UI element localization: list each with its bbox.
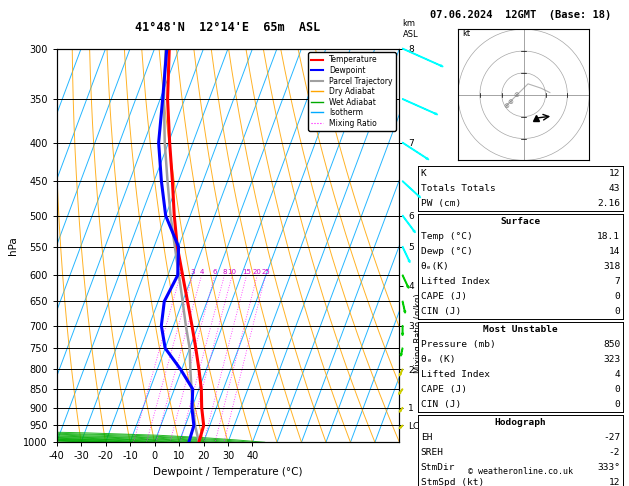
Text: 323: 323: [603, 355, 620, 364]
Text: 14: 14: [609, 247, 620, 256]
Text: SREH: SREH: [421, 448, 444, 457]
Text: 12: 12: [609, 478, 620, 486]
Text: Pressure (mb): Pressure (mb): [421, 340, 496, 349]
Text: 318: 318: [603, 262, 620, 271]
Text: 43: 43: [609, 184, 620, 193]
Text: CIN (J): CIN (J): [421, 400, 461, 409]
Text: kt: kt: [462, 29, 470, 38]
Text: Surface: Surface: [501, 217, 540, 226]
Text: Lifted Index: Lifted Index: [421, 277, 490, 286]
Text: Dewp (°C): Dewp (°C): [421, 247, 472, 256]
Text: Temp (°C): Temp (°C): [421, 232, 472, 241]
Text: 12: 12: [609, 169, 620, 178]
Text: 6: 6: [213, 269, 217, 275]
Text: -2: -2: [609, 448, 620, 457]
Text: Hodograph: Hodograph: [494, 417, 547, 427]
Text: 0: 0: [615, 307, 620, 316]
Y-axis label: hPa: hPa: [8, 236, 18, 255]
Text: 2.16: 2.16: [597, 199, 620, 208]
Text: 3: 3: [191, 269, 195, 275]
Text: 07.06.2024  12GMT  (Base: 18): 07.06.2024 12GMT (Base: 18): [430, 10, 611, 20]
Text: 18.1: 18.1: [597, 232, 620, 241]
Text: 0: 0: [615, 400, 620, 409]
Text: 7: 7: [615, 277, 620, 286]
Text: Most Unstable: Most Unstable: [483, 325, 558, 334]
Text: PW (cm): PW (cm): [421, 199, 461, 208]
Text: 4: 4: [615, 370, 620, 379]
Text: 850: 850: [603, 340, 620, 349]
Text: Totals Totals: Totals Totals: [421, 184, 496, 193]
Text: 10: 10: [228, 269, 237, 275]
Text: $\otimes$: $\otimes$: [507, 97, 514, 106]
Text: 20: 20: [253, 269, 262, 275]
Text: km
ASL: km ASL: [403, 19, 418, 39]
Text: © weatheronline.co.uk: © weatheronline.co.uk: [468, 467, 573, 476]
Text: 41°48'N  12°14'E  65m  ASL: 41°48'N 12°14'E 65m ASL: [135, 21, 321, 34]
Text: StmDir: StmDir: [421, 463, 455, 472]
Text: K: K: [421, 169, 426, 178]
Text: 333°: 333°: [597, 463, 620, 472]
Text: 15: 15: [242, 269, 251, 275]
Text: CAPE (J): CAPE (J): [421, 385, 467, 394]
Text: θₑ(K): θₑ(K): [421, 262, 450, 271]
Text: StmSpd (kt): StmSpd (kt): [421, 478, 484, 486]
Text: 25: 25: [261, 269, 270, 275]
Text: -27: -27: [603, 433, 620, 442]
Text: 0: 0: [615, 385, 620, 394]
Text: 8: 8: [222, 269, 226, 275]
X-axis label: Dewpoint / Temperature (°C): Dewpoint / Temperature (°C): [153, 467, 303, 477]
Text: 4: 4: [199, 269, 204, 275]
Text: θₑ (K): θₑ (K): [421, 355, 455, 364]
Text: Lifted Index: Lifted Index: [421, 370, 490, 379]
Text: $\otimes$: $\otimes$: [503, 101, 509, 110]
Text: Mixing Ratio (g/kg): Mixing Ratio (g/kg): [415, 293, 423, 373]
Text: CAPE (J): CAPE (J): [421, 292, 467, 301]
Text: 2: 2: [178, 269, 182, 275]
Text: CIN (J): CIN (J): [421, 307, 461, 316]
Text: $\otimes$: $\otimes$: [513, 90, 521, 99]
Text: EH: EH: [421, 433, 432, 442]
Text: 0: 0: [615, 292, 620, 301]
Legend: Temperature, Dewpoint, Parcel Trajectory, Dry Adiabat, Wet Adiabat, Isotherm, Mi: Temperature, Dewpoint, Parcel Trajectory…: [308, 52, 396, 131]
